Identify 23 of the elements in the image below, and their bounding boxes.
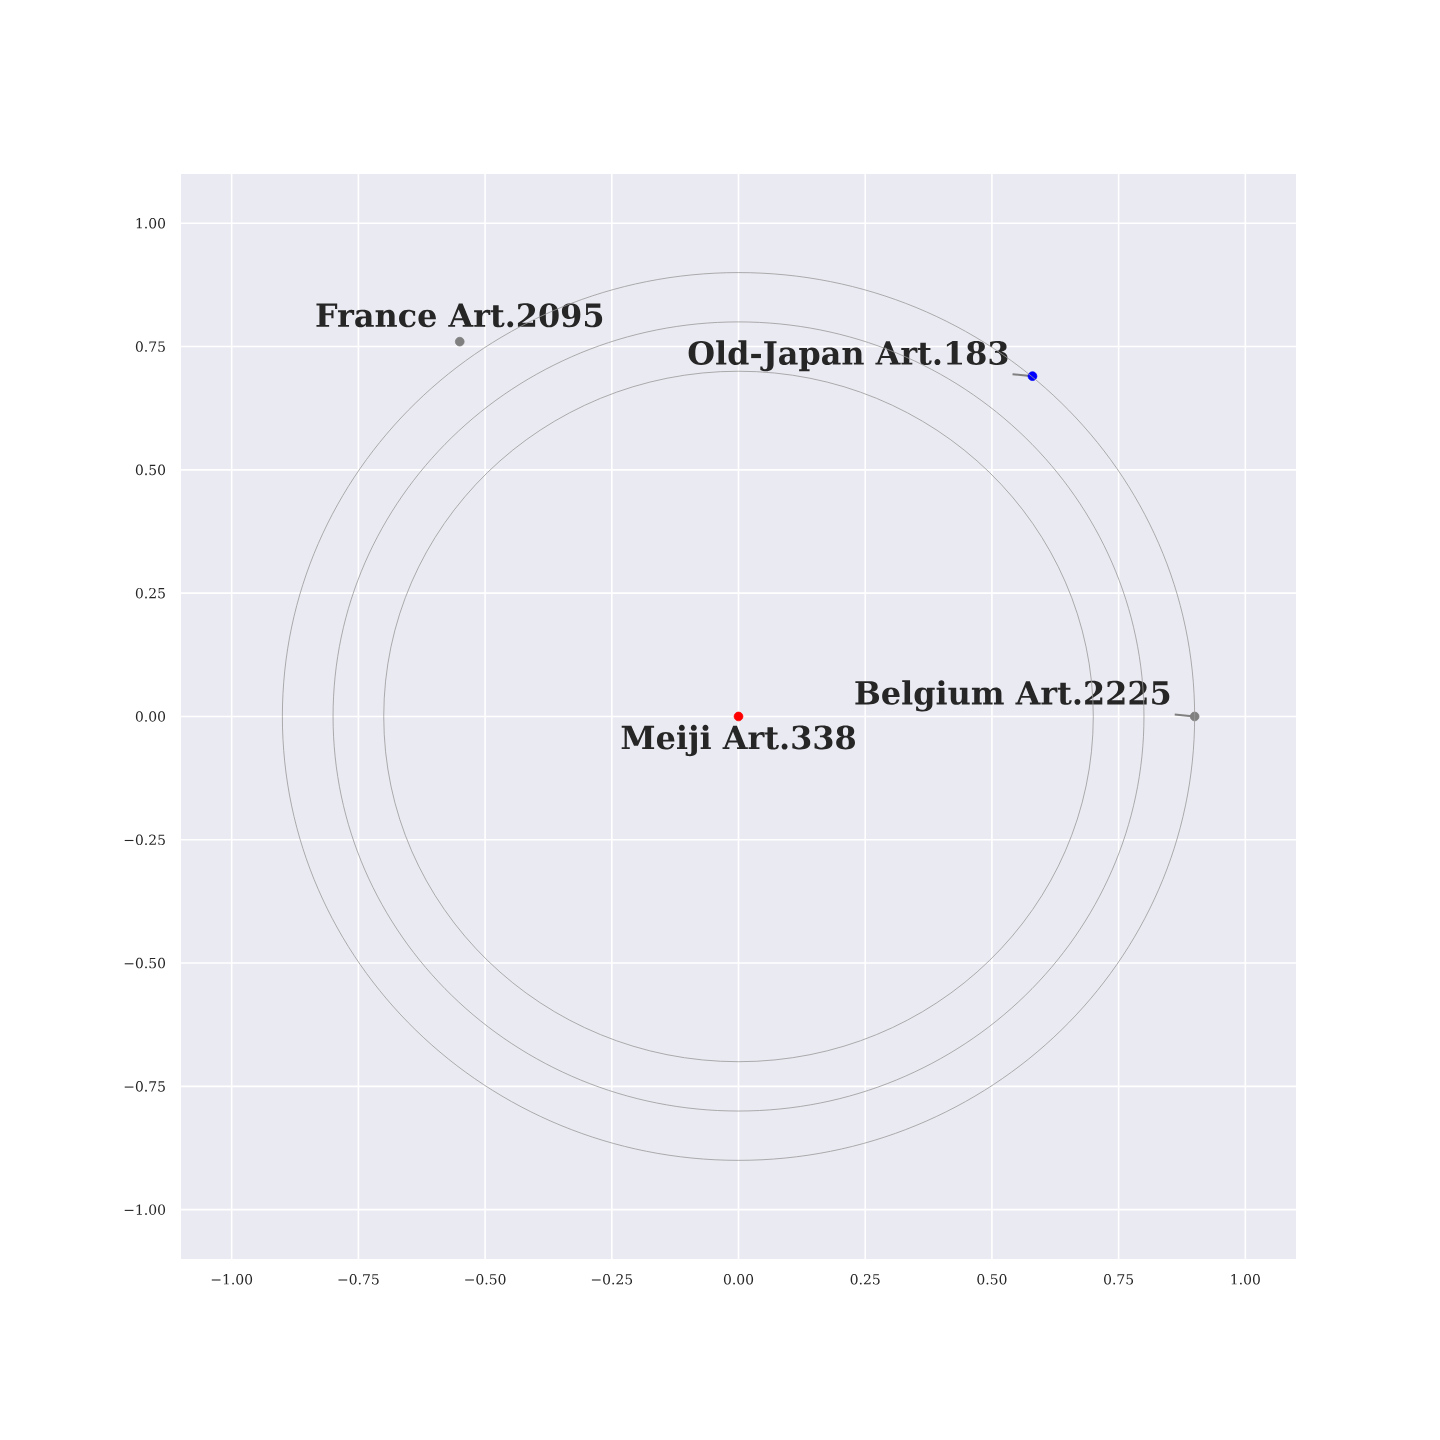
x-tick-label: −0.25 — [591, 1274, 633, 1285]
annotation: Belgium Art.2225 — [855, 680, 1170, 712]
y-tick-label: 0.00 — [135, 711, 166, 722]
point — [454, 336, 465, 347]
annotation: Meiji Art.338 — [621, 724, 855, 757]
x-tick-label: 0.00 — [723, 1274, 754, 1285]
y-tick-label: −1.00 — [124, 1204, 166, 1215]
y-tick-label: 0.75 — [135, 341, 165, 352]
x-tick-label: 1.00 — [1231, 1274, 1260, 1285]
y-tick-label: 0.25 — [135, 587, 165, 599]
y-tick-label: −0.25 — [124, 834, 165, 846]
x-tick-label: 0.50 — [977, 1274, 1007, 1285]
x-tick-label: 0.25 — [850, 1274, 880, 1285]
x-tick-label: −0.50 — [465, 1274, 506, 1285]
y-tick-label: 0.50 — [135, 464, 166, 476]
y-tick-label: −0.50 — [124, 957, 166, 969]
y-tick-label: 1.00 — [136, 218, 166, 229]
x-tick-label: −1.00 — [211, 1274, 253, 1285]
annotation: Old-Japan Art.183 — [688, 340, 1008, 372]
x-tick-label: 0.75 — [1104, 1274, 1134, 1285]
x-tick-label: −0.75 — [338, 1274, 379, 1285]
annotation: France Art.2095 — [316, 303, 603, 328]
y-tick-label: −0.75 — [124, 1081, 165, 1092]
